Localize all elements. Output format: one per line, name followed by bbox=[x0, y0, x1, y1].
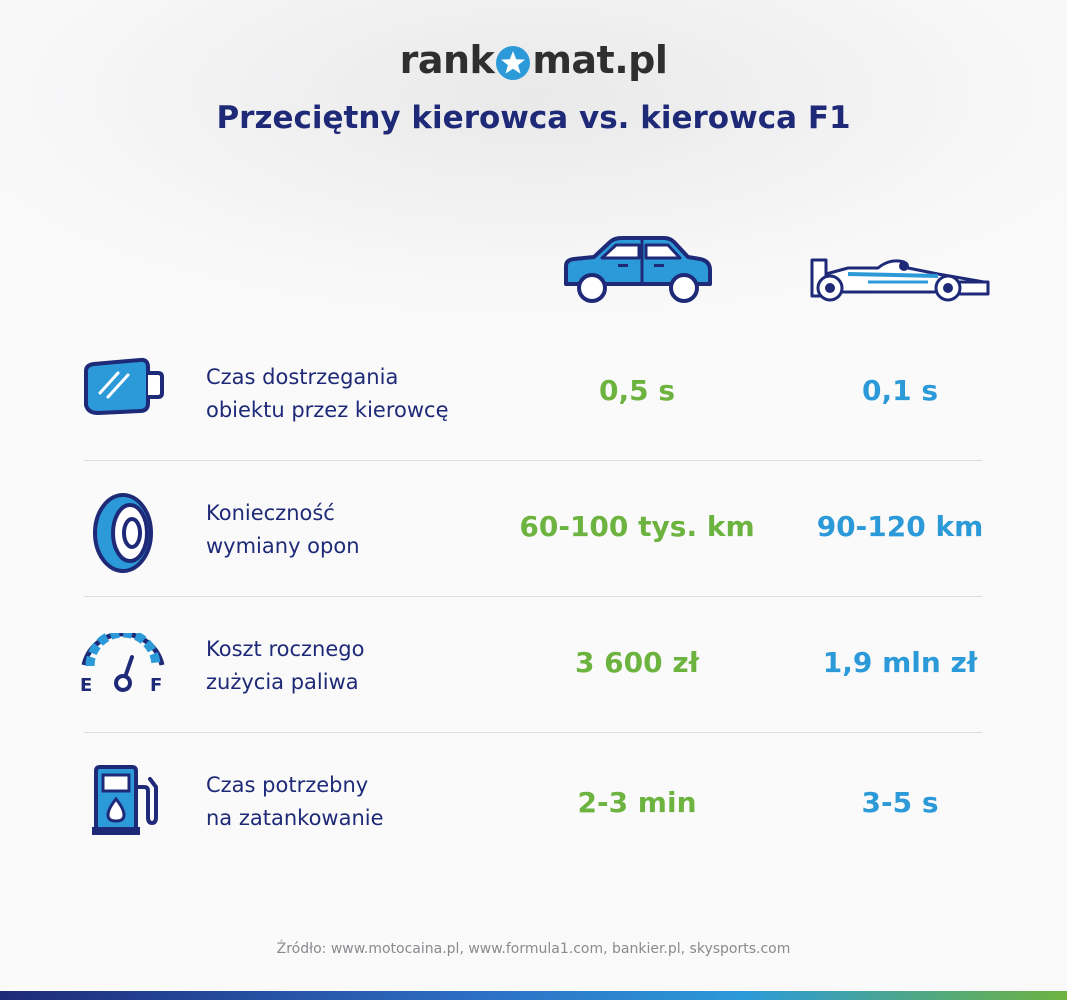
row-label-line-2: na zatankowanie bbox=[206, 806, 384, 830]
row-divider bbox=[84, 732, 982, 733]
average-driver-value: 0,5 s bbox=[598, 374, 675, 407]
average-driver-value: 3 600 zł bbox=[574, 646, 700, 679]
source-note: Źródło: www.motocaina.pl, www.formula1.c… bbox=[276, 941, 791, 957]
row-label-line-1: Czas dostrzegania bbox=[206, 365, 399, 389]
f1-car-icon bbox=[810, 258, 990, 302]
star-icon bbox=[496, 46, 531, 80]
row-label-line-2: zużycia paliwa bbox=[206, 670, 359, 694]
row-label-line-1: Konieczność bbox=[206, 501, 335, 525]
row-label-line-2: obiektu przez kierowcę bbox=[206, 398, 449, 422]
row-label: Czas potrzebny na zatankowanie bbox=[206, 769, 506, 835]
car-icon bbox=[564, 236, 712, 303]
page-title: Przeciętny kierowca vs. kierowca F1 bbox=[216, 100, 851, 136]
f1-driver-value: 1,9 mln zł bbox=[822, 646, 978, 679]
mirror-icon bbox=[84, 357, 164, 415]
fuel-pump-icon bbox=[92, 765, 158, 835]
bottom-gradient-bar bbox=[0, 991, 1067, 1000]
row-label: Czas dostrzegania obiektu przez kierowcę bbox=[206, 361, 506, 427]
f1-driver-value: 90-120 km bbox=[816, 510, 984, 543]
gauge-empty-label: E bbox=[80, 675, 92, 696]
f1-driver-value: 0,1 s bbox=[861, 374, 938, 407]
logo-text-suffix: mat.pl bbox=[532, 38, 668, 82]
row-label-line-1: Czas potrzebny bbox=[206, 773, 369, 797]
brand-logo: rank mat.pl bbox=[0, 38, 1067, 82]
comparison-row-refuel-time: Czas potrzebny na zatankowanie 2-3 min 3… bbox=[0, 733, 1067, 869]
average-driver-value: 60-100 tys. km bbox=[519, 510, 755, 543]
comparison-row-reaction-time: Czas dostrzegania obiektu przez kierowcę… bbox=[0, 325, 1067, 461]
row-divider bbox=[84, 596, 982, 597]
gauge-full-label: F bbox=[150, 675, 162, 696]
tire-icon bbox=[93, 493, 153, 573]
row-label-line-1: Koszt rocznego bbox=[206, 637, 365, 661]
logo-text-prefix: rank bbox=[399, 38, 495, 82]
row-label: Konieczność wymiany opon bbox=[206, 497, 506, 563]
row-divider bbox=[84, 460, 982, 461]
row-label: Koszt rocznego zużycia paliwa bbox=[206, 633, 506, 699]
fuel-gauge-icon: E F bbox=[80, 633, 165, 696]
row-label-line-2: wymiany opon bbox=[206, 534, 360, 558]
f1-driver-value: 3-5 s bbox=[861, 786, 939, 819]
comparison-row-fuel-cost: E F Koszt rocznego zużycia paliwa 3 600 … bbox=[0, 597, 1067, 733]
comparison-row-tire-change: Konieczność wymiany opon 60-100 tys. km … bbox=[0, 461, 1067, 597]
average-driver-value: 2-3 min bbox=[577, 786, 697, 819]
